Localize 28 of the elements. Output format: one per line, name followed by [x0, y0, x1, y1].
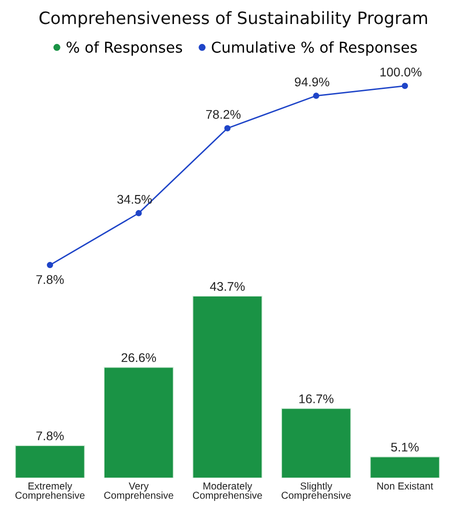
bar	[281, 408, 352, 478]
x-tick-label: Extremely Comprehensive	[15, 482, 85, 501]
bar	[104, 366, 174, 478]
x-tick-label: Slightly Comprehensive	[282, 482, 351, 501]
data-label: 16.7%	[299, 394, 334, 404]
x-tick-label: Very Comprehensive	[104, 482, 174, 501]
data-label: 7.8%	[36, 431, 64, 440]
point	[313, 92, 320, 99]
bar	[370, 456, 440, 478]
data-label: 7.8%	[36, 275, 64, 284]
point	[224, 125, 231, 132]
data-label: 26.6%	[122, 353, 156, 362]
data-label: 78.2%	[206, 110, 241, 119]
legend-label: % of Responses	[66, 41, 182, 56]
legend-label: Cumulative % of Responses	[212, 41, 417, 56]
point	[46, 262, 54, 268]
data-label: 43.7%	[210, 282, 245, 291]
x-tick-label: Non Existant	[377, 482, 434, 490]
bar	[14, 445, 85, 478]
point	[402, 82, 408, 89]
data-label: 94.9%	[294, 78, 330, 86]
bar	[192, 296, 262, 478]
point	[136, 210, 142, 216]
chart-title: Comprehensiveness of Sustainability Program	[40, 11, 428, 28]
data-label: 34.5%	[117, 194, 152, 204]
data-label: 5.1%	[391, 442, 419, 452]
data-label: 100.0%	[380, 68, 422, 76]
x-tick-label: Moderately Comprehensive	[192, 482, 262, 501]
